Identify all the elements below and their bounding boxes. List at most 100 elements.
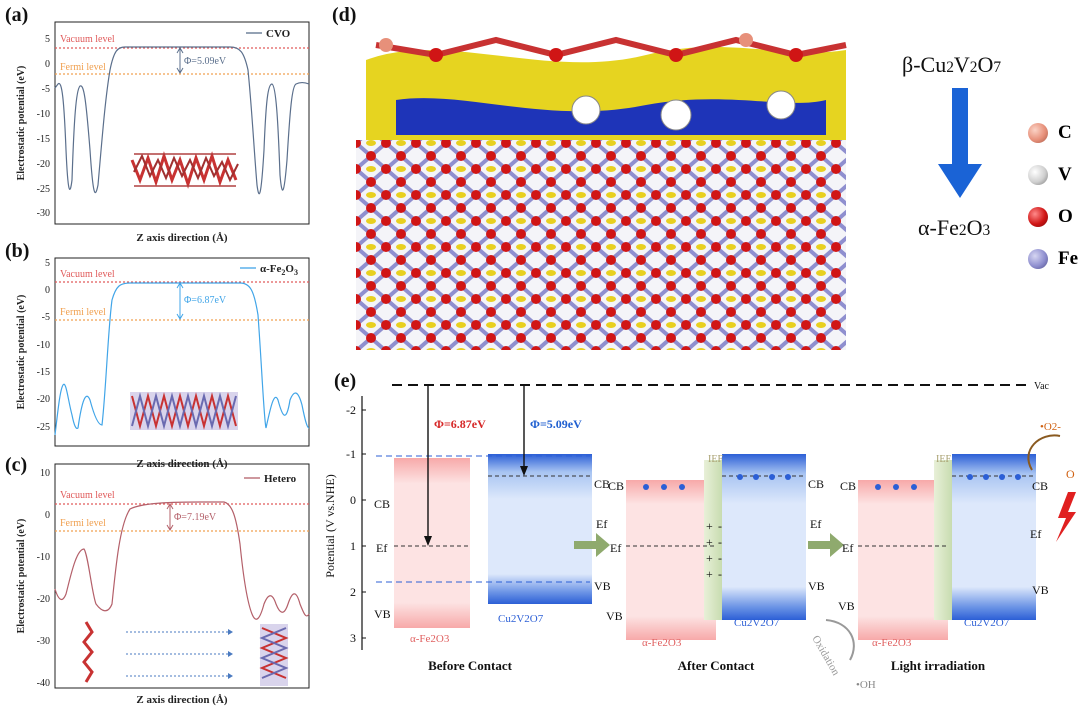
- iep-label-after: IEF: [708, 454, 723, 465]
- svg-text:+: +: [706, 551, 713, 565]
- panel-c-structure-left: [82, 621, 94, 683]
- panel-a-ytick-6: -25: [37, 184, 50, 195]
- stage-arrow-2: [808, 533, 844, 557]
- panel-e-tickmarks: [362, 409, 366, 639]
- panel-b-ytick-4: -15: [37, 367, 50, 378]
- panel-c-yticks: 10 0 -10 -20 -30 -40: [37, 468, 50, 689]
- panel-a-phi-label: Φ=5.09eV: [184, 56, 227, 67]
- panel-c-phi-arrowhead-top: [166, 503, 174, 510]
- panel-b-phi-label: Φ=6.87eV: [184, 295, 227, 306]
- cb-label-fe-light: CB: [840, 479, 856, 493]
- oxidation-arrow: [825, 619, 855, 661]
- panel-e-ytick-1: -1: [346, 447, 356, 461]
- panel-d-direction-arrow: [938, 88, 982, 198]
- ef-label-fe-before: Ef: [376, 541, 387, 555]
- lightning-icon: [1056, 492, 1076, 542]
- charge-signs-after: + + + + - - - -: [706, 519, 722, 581]
- panel-e-ytick-3: 1: [350, 539, 356, 553]
- panel-e-ytick-5: 3: [350, 631, 356, 645]
- phi-cvo-arrowhead: [520, 466, 528, 476]
- cvo-name-after: Cu2V2O7: [734, 617, 780, 629]
- panel-b-curve: [54, 282, 310, 436]
- electrons-after: [643, 474, 791, 490]
- svg-text:-: -: [718, 535, 722, 549]
- o-partial-label: O: [1066, 467, 1075, 481]
- legend-item-c: C: [1028, 122, 1072, 144]
- panel-b-ytick-2: -5: [42, 312, 50, 323]
- panel-c-label: (c): [5, 454, 28, 476]
- panel-a-frame: [54, 21, 310, 225]
- fe-band-before: [394, 458, 470, 628]
- panel-c-ylabel: Electrostatic potential (eV): [16, 519, 27, 634]
- cvo-band-before: [488, 454, 592, 604]
- vb-label-cvo-light: VB: [1032, 583, 1049, 597]
- cb-label-fe-after: CB: [608, 479, 624, 493]
- panel-c-ytick-0: 10: [40, 468, 50, 479]
- cb-label-cvo-light: CB: [1032, 479, 1048, 493]
- ef-label-cvo-after: Ef: [810, 517, 821, 531]
- cvo-band-after: [722, 454, 806, 620]
- oxidation-label: Oxidation: [809, 634, 842, 679]
- panel-a-ylabel: Electrostatic potential (eV): [16, 66, 27, 181]
- stage1-label: Before Contact: [428, 658, 513, 673]
- panel-b-vacuum-label: Vacuum level: [60, 269, 115, 280]
- svg-text:+: +: [706, 567, 713, 581]
- vb-label-fe-before: VB: [374, 607, 391, 621]
- panel-c-phi-arrowhead-bottom: [166, 524, 174, 531]
- fe-band-after: [626, 480, 716, 640]
- fe-name-before: α-Fe2O3: [410, 633, 450, 645]
- svg-text:-: -: [718, 519, 722, 533]
- vb-label-fe-after: VB: [606, 609, 623, 623]
- phi-cvo-label: Φ=5.09eV: [530, 417, 582, 431]
- ef-label-cvo-before: Ef: [596, 517, 607, 531]
- o2-radical-label: •O2-: [1040, 421, 1061, 433]
- oh-label: •OH: [856, 679, 876, 691]
- panel-c-frame: [54, 463, 310, 689]
- panel-e-ytick-4: 2: [350, 585, 356, 599]
- panel-a-ytick-3: -10: [37, 109, 50, 120]
- svg-text:-: -: [718, 567, 722, 581]
- panel-b-fermi-label: Fermi level: [60, 307, 106, 318]
- panel-a-legend-label: CVO: [266, 28, 291, 40]
- panel-b-structure: [130, 392, 238, 430]
- cb-label-cvo-before: CB: [594, 477, 610, 491]
- fe-band-light: [858, 480, 948, 640]
- stage-arrow-1: [574, 533, 610, 557]
- svg-text:+: +: [706, 519, 713, 533]
- panel-e-label: (e): [334, 370, 357, 392]
- panel-c-legend-label: Hetero: [264, 473, 297, 485]
- legend-label-fe: Fe: [1058, 248, 1078, 269]
- phi-fe-label: Φ=6.87eV: [434, 417, 486, 431]
- panel-a-yticks: 5 0 -5 -10 -15 -20 -25 -30: [37, 34, 50, 219]
- panel-c-ytick-3: -20: [37, 594, 50, 605]
- panel-c-vacuum-label: Vacuum level: [60, 490, 115, 501]
- panel-c-ytick-1: 0: [45, 510, 50, 521]
- o2-reaction-arrow: [1027, 434, 1061, 471]
- svg-text:-: -: [718, 551, 722, 565]
- panel-b-phi-arrowhead-bottom: [176, 313, 184, 320]
- stage3-label: Light irradiation: [891, 658, 986, 673]
- panel-b-frame: [54, 257, 310, 447]
- panel-c-ytick-5: -40: [37, 678, 50, 689]
- panel-a-fermi-label: Fermi level: [60, 62, 106, 73]
- panel-b-phi-arrowhead-top: [176, 282, 184, 289]
- electrons-light: [875, 474, 1021, 490]
- legend-item-o: O: [1028, 206, 1073, 228]
- panel-e-band-diagram: Vac -2 -1 0 1 2 3 Potential (V vs.NHE) C…: [323, 381, 1076, 691]
- panel-c-xlabel: Z axis direction (Å): [136, 694, 227, 706]
- panel-a-ytick-0: 5: [45, 34, 50, 45]
- iep-label-light: IEF: [936, 454, 951, 465]
- panel-a-phi-arrowhead-bottom: [176, 67, 184, 74]
- panel-b-legend-label: α-Fe2O3: [260, 263, 298, 277]
- panel-a-xlabel: Z axis direction (Å): [136, 232, 227, 244]
- atom-c-icon: [1028, 123, 1048, 143]
- cvo-band-light: [952, 454, 1036, 620]
- atom-o-icon: [1028, 207, 1048, 227]
- panel-a-ytick-5: -20: [37, 159, 50, 170]
- panel-a-structure: [130, 151, 239, 189]
- panel-e-yticks: -2 -1 0 1 2 3: [346, 403, 356, 645]
- panel-a-phi-arrowhead-top: [176, 47, 184, 54]
- vac-label: Vac: [1034, 381, 1050, 392]
- panel-b-ytick-6: -25: [37, 422, 50, 433]
- panel-b-chart: Vacuum level Fermi level Φ=6.87eV α-Fe2O…: [16, 257, 310, 470]
